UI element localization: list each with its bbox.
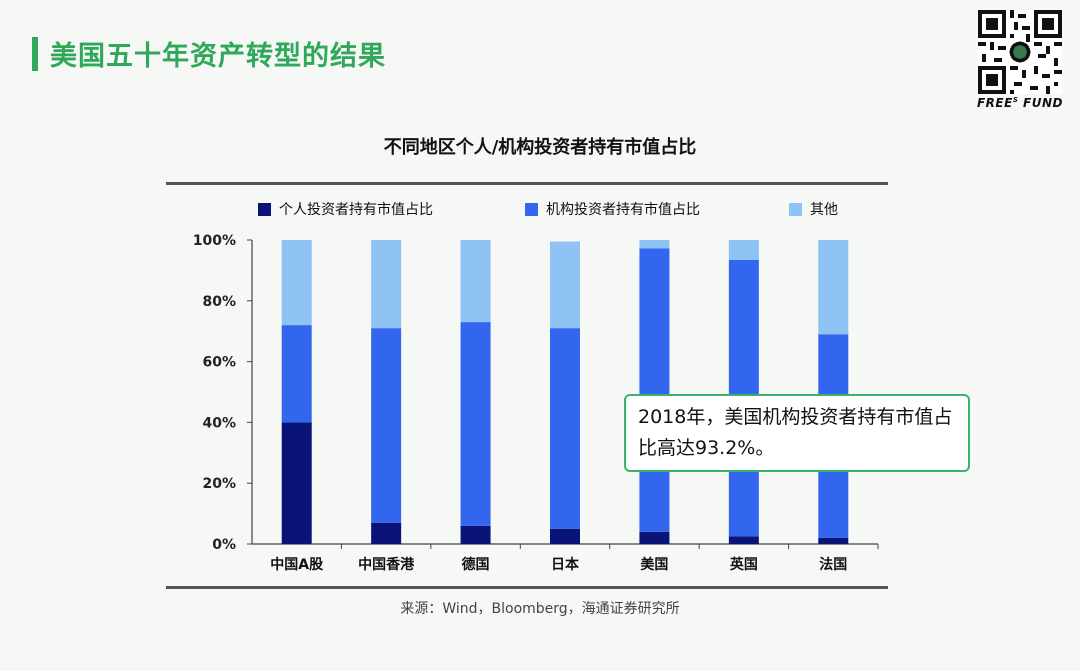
chart-legend: 个人投资者持有市值占比 机构投资者持有市值占比 其他 xyxy=(0,199,1080,219)
source-note: 来源：Wind，Bloomberg，海通证券研究所 xyxy=(400,601,680,617)
bar-segment-institutional xyxy=(281,325,312,423)
y-tick-label: 20% xyxy=(202,476,236,492)
chart-top-rule xyxy=(166,182,888,185)
brand-block: FREES FUND xyxy=(974,10,1066,110)
bar-segment-institutional xyxy=(460,322,491,526)
bar-segment-institutional xyxy=(639,248,670,532)
brand-name-sup: S xyxy=(1012,96,1019,104)
bar-segment-institutional xyxy=(550,328,580,529)
bar-segment-individual xyxy=(281,422,312,544)
x-tick-label: 英国 xyxy=(729,556,758,573)
y-tick-label: 40% xyxy=(202,415,236,431)
x-tick-label: 中国A股 xyxy=(270,556,324,573)
y-tick-label: 100% xyxy=(193,233,236,249)
y-tick-label: 80% xyxy=(202,294,236,310)
x-tick-label: 法国 xyxy=(819,556,847,573)
qr-code-icon xyxy=(978,10,1062,94)
bar-segment-individual xyxy=(460,525,491,544)
bar-segment-other xyxy=(460,240,491,323)
brand-name: FREES FUND xyxy=(974,96,1066,110)
x-tick-label: 美国 xyxy=(640,556,668,573)
y-tick-label: 0% xyxy=(212,537,236,553)
bar-segment-individual xyxy=(818,537,849,544)
legend-item-other: 其他 xyxy=(789,199,838,219)
slide-header: 美国五十年资产转型的结果 xyxy=(32,34,386,73)
bar-segment-individual xyxy=(550,528,580,544)
bar-segment-other xyxy=(639,240,670,249)
bar-segment-other xyxy=(371,240,402,329)
bar-segment-individual xyxy=(639,531,670,544)
brand-name-main: FREE xyxy=(976,96,1013,110)
bar-segment-individual xyxy=(728,536,759,544)
bar-segment-other xyxy=(818,240,849,335)
legend-label-institutional: 机构投资者持有市值占比 xyxy=(546,202,700,218)
bar-segment-other xyxy=(281,240,312,326)
x-tick-label: 日本 xyxy=(551,556,580,573)
brand-name-suffix: FUND xyxy=(1018,96,1063,110)
slide-title: 美国五十年资产转型的结果 xyxy=(50,41,386,72)
bar-segment-institutional xyxy=(371,328,402,523)
chart-bottom-rule xyxy=(166,586,888,589)
x-tick-label: 中国香港 xyxy=(358,556,415,573)
callout-box: 2018年，美国机构投资者持有市值占比高达93.2%。 xyxy=(624,394,970,472)
y-tick-label: 60% xyxy=(202,355,236,371)
bar-segment-individual xyxy=(371,522,402,544)
legend-swatch-individual xyxy=(258,202,271,216)
x-tick-label: 德国 xyxy=(462,556,490,573)
bar-segment-other xyxy=(550,241,580,329)
legend-item-institutional: 机构投资者持有市值占比 xyxy=(525,199,700,219)
chart-title: 不同地区个人/机构投资者持有市值占比 xyxy=(383,137,697,158)
legend-label-individual: 个人投资者持有市值占比 xyxy=(279,202,433,218)
legend-swatch-institutional xyxy=(525,202,538,216)
legend-swatch-other xyxy=(789,202,802,216)
title-accent-bar xyxy=(32,36,38,71)
bar-segment-other xyxy=(728,240,759,260)
legend-item-individual: 个人投资者持有市值占比 xyxy=(258,199,433,219)
legend-label-other: 其他 xyxy=(810,202,838,218)
